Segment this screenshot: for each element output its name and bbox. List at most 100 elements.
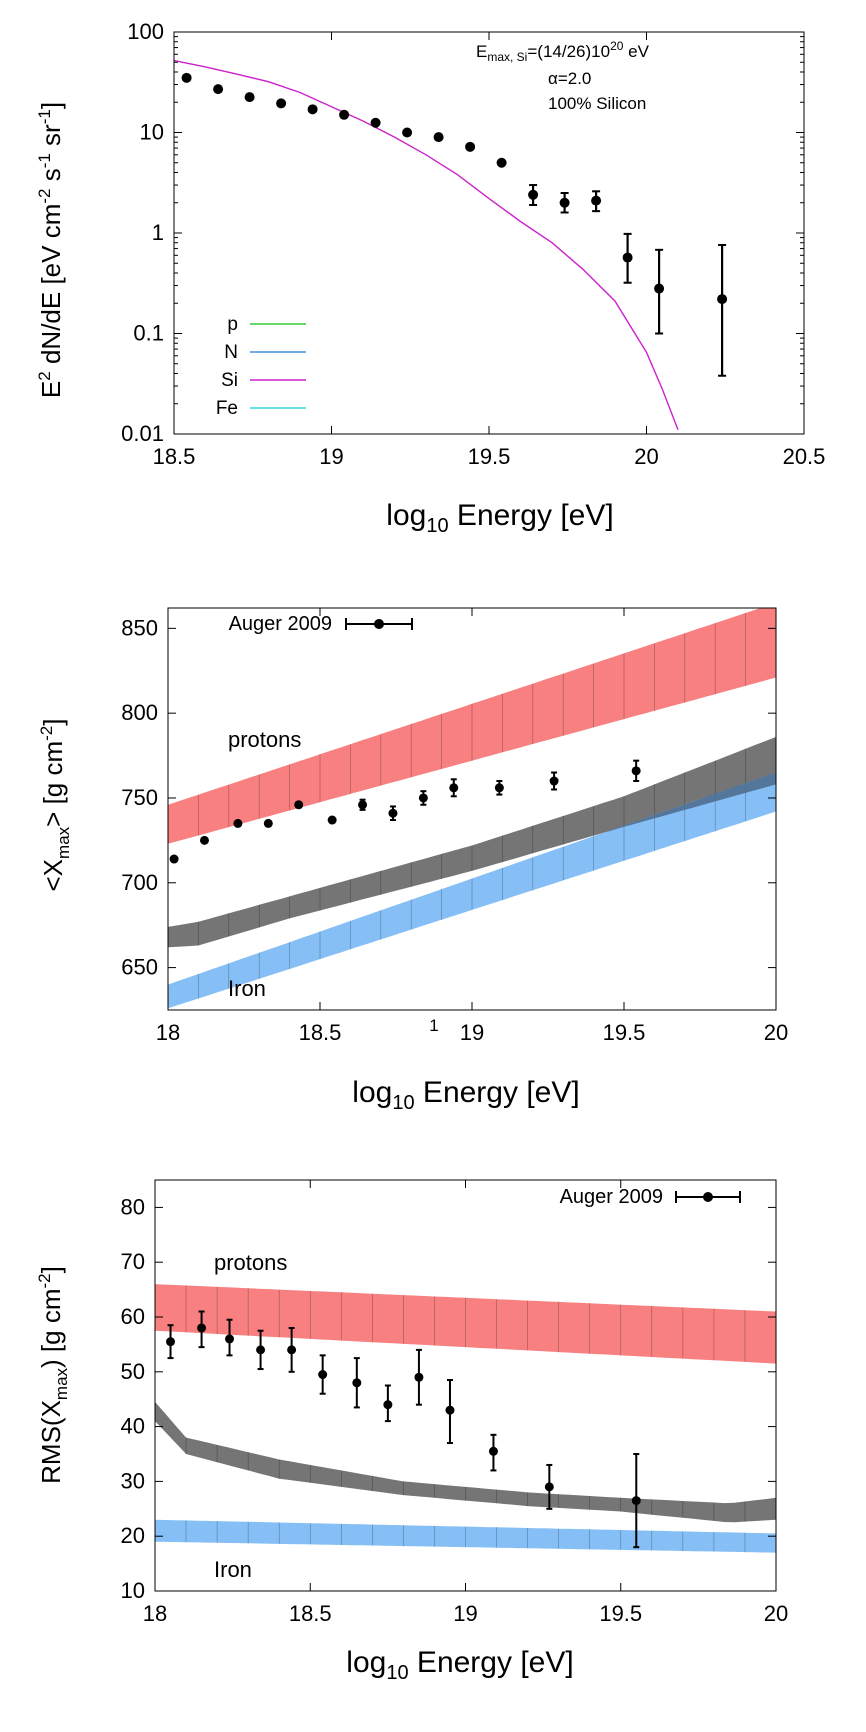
xmax-data-point xyxy=(418,793,428,803)
rms-series-layer xyxy=(155,1284,776,1553)
spectrum-data-point xyxy=(339,109,350,120)
spectrum-panel: 18.5 19 19.5 20 20.5 0.01 0.1 1 10 100 Emax, Si=(… xyxy=(35,19,825,537)
legend-label-Si: Si xyxy=(221,370,238,391)
band-protons xyxy=(168,608,776,844)
y-tick-label: 50 xyxy=(121,1359,145,1384)
x-tick-label: 19.5 xyxy=(599,1601,642,1626)
spectrum-axes xyxy=(173,31,805,435)
y-tick-label: 60 xyxy=(121,1304,145,1329)
rms-y-axis-label: RMS(Xmax) [g cm-2] xyxy=(35,1266,71,1484)
x-tick-label: 20.5 xyxy=(783,444,826,469)
legend-label-Fe: Fe xyxy=(216,398,238,419)
y-tick-label: 0.01 xyxy=(121,421,164,446)
spectrum-data-point xyxy=(370,117,381,128)
spectrum-data-point xyxy=(213,84,224,95)
protons-band-area xyxy=(168,608,776,844)
xmax-plot-area xyxy=(168,608,776,1009)
band-iron xyxy=(155,1519,776,1553)
xmax-data-point xyxy=(233,818,243,828)
xmax-x-axis-label: log10 Energy [eV] xyxy=(352,1076,579,1114)
x-tick-label: 18 xyxy=(156,1020,180,1045)
spectrum-annotation-composition: 100% Silicon xyxy=(548,94,646,113)
y-tick-label: 750 xyxy=(121,785,158,810)
band-mixed xyxy=(168,736,776,948)
y-tick-label: 80 xyxy=(121,1194,145,1219)
rms-data-point xyxy=(287,1345,297,1355)
mixed-band-area xyxy=(168,736,776,948)
y-tick-label: 850 xyxy=(121,615,158,640)
overlap-band-area xyxy=(605,772,776,833)
rms-data-point xyxy=(166,1337,176,1347)
x-tick-label: 20 xyxy=(764,1020,788,1045)
spectrum-plot-area xyxy=(174,59,728,431)
y-tick-label: 650 xyxy=(121,955,158,980)
x-tick-label: 19 xyxy=(460,1020,484,1045)
xmax-band-label-iron: Iron xyxy=(228,976,266,1001)
xmax-data-point xyxy=(263,818,273,828)
rms-data-point xyxy=(225,1334,235,1344)
rms-data-point xyxy=(352,1378,362,1388)
spectrum-data-point xyxy=(622,252,633,263)
spectrum-data-point xyxy=(244,92,255,103)
rms-plot-area xyxy=(155,1284,776,1553)
rms-tick-labels: 18 18.5 19 19.5 20 10 20 30 40 50 60 70 80 xyxy=(121,1194,789,1626)
xmax-band-label-protons: protons xyxy=(228,727,301,752)
rms-legend-marker xyxy=(675,1191,741,1203)
rms-data-point xyxy=(318,1370,328,1380)
spectrum-data-point xyxy=(591,195,602,206)
spectrum-data-point xyxy=(276,98,287,109)
xmax-data-point xyxy=(494,783,504,793)
x-tick-label: 18 xyxy=(143,1601,167,1626)
xmax-axes xyxy=(167,607,777,1011)
spectrum-data-point xyxy=(496,157,507,168)
x-tick-label: 18.5 xyxy=(289,1601,332,1626)
spectrum-data-point xyxy=(402,127,413,138)
iron-band-area xyxy=(168,772,776,1009)
x-tick-label: 20 xyxy=(764,1601,788,1626)
rms-data-point xyxy=(414,1372,424,1382)
spectrum-data-point xyxy=(181,72,192,83)
spectrum-data-point xyxy=(654,283,665,294)
x-tick-label: 18.5 xyxy=(299,1020,342,1045)
rms-panel: 18 18.5 19 19.5 20 10 20 30 40 50 60 70 80 Auger 200… xyxy=(35,1179,789,1684)
y-tick-label: 40 xyxy=(121,1414,145,1439)
spectrum-data-point xyxy=(559,197,570,208)
spectrum-legend: p N Si Fe xyxy=(216,314,306,419)
xmax-data-point xyxy=(294,800,304,810)
xmax-data-point xyxy=(327,815,337,825)
rms-legend-label: Auger 2009 xyxy=(560,1186,663,1208)
legend-label-p: p xyxy=(227,314,238,335)
iron-band-area xyxy=(155,1519,776,1553)
xmax-panel: 18 18.5 19 19.5 20 650 700 750 800 850 Auger 2009… xyxy=(37,607,788,1114)
y-tick-label: 70 xyxy=(121,1249,145,1274)
band-protons xyxy=(155,1284,776,1364)
spectrum-y-axis-label: E2 dN/dE [eV cm-2 s-1 sr-1] xyxy=(35,102,66,398)
y-tick-label: 700 xyxy=(121,870,158,895)
spectrum-annotation-alpha: α=2.0 xyxy=(548,69,591,88)
rms-band-label-protons: protons xyxy=(214,1250,287,1275)
spectrum-series-layer xyxy=(174,59,728,431)
spectrum-annotation-emax: Emax, Si=(14/26)1020 eV xyxy=(476,39,650,64)
legend-label-N: N xyxy=(224,342,238,363)
page-number: 1 xyxy=(429,1016,438,1035)
x-tick-label: 19 xyxy=(319,444,343,469)
mixed-band-area xyxy=(155,1401,776,1523)
rms-data-point xyxy=(256,1345,266,1355)
xmax-data-point xyxy=(631,766,641,776)
rms-data-point xyxy=(445,1405,455,1415)
y-tick-label: 20 xyxy=(121,1523,145,1548)
x-tick-label: 18.5 xyxy=(153,444,196,469)
spectrum-data-point xyxy=(528,189,539,200)
plot-frame xyxy=(173,31,805,435)
spectrum-tick-labels: 18.5 19 19.5 20 20.5 0.01 0.1 1 10 100 xyxy=(121,19,825,469)
rms-data-point xyxy=(488,1446,498,1456)
y-tick-label: 100 xyxy=(127,19,164,44)
xmax-data-point xyxy=(549,776,559,786)
xmax-data-point xyxy=(388,808,398,818)
y-tick-label: 800 xyxy=(121,700,158,725)
y-tick-label: 1 xyxy=(152,220,164,245)
xmax-data-point xyxy=(358,800,368,810)
y-tick-label: 10 xyxy=(121,1578,145,1603)
xmax-data-point xyxy=(199,835,209,845)
